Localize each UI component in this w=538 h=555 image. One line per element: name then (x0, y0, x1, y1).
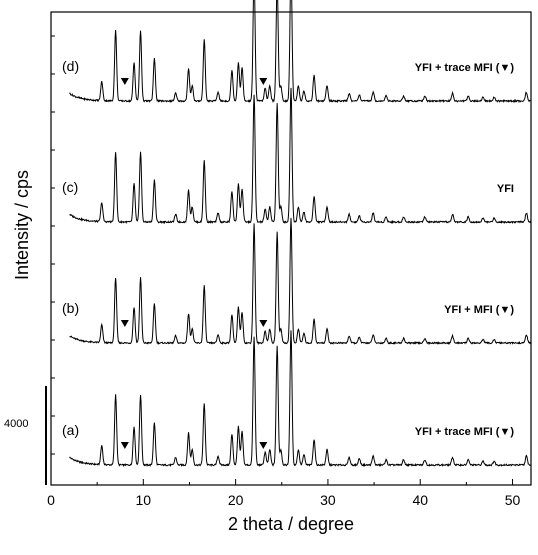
xrd-trace-d (69, 0, 532, 104)
panel-label-b: (b) (62, 300, 79, 316)
y-axis-label: Intensity / cps (12, 170, 32, 280)
x-tick-label: 50 (505, 492, 521, 508)
mfi-marker (259, 442, 268, 449)
phase-annotation-c: YFI (497, 183, 514, 195)
phase-annotation-b: YFI + MFI (▼) (444, 304, 514, 316)
x-tick-label: 10 (136, 492, 152, 508)
x-tick-label: 20 (228, 492, 244, 508)
scale-bar-label: 4000 (4, 418, 28, 430)
mfi-marker (259, 78, 268, 85)
traces-group: (a) YFI + trace MFI (▼) (b) YFI + MFI (▼) (c… (62, 0, 532, 468)
x-tick-label: 0 (47, 492, 55, 508)
mfi-marker (120, 442, 129, 449)
panel-label-a: (a) (62, 422, 79, 438)
phase-annotation-a: YFI + trace MFI (▼) (415, 426, 515, 438)
x-tick-label: 30 (320, 492, 336, 508)
xrd-trace-a (69, 330, 532, 468)
xrd-trace-c (69, 87, 532, 225)
panel-label-c: (c) (62, 179, 78, 195)
mfi-marker (120, 78, 129, 85)
panel-label-d: (d) (62, 58, 79, 74)
mfi-marker (120, 320, 129, 327)
xrd-trace-b (69, 217, 532, 346)
x-axis-label: 2 theta / degree (228, 514, 354, 534)
x-ticks-group: 0 10 20 30 40 50 (47, 479, 521, 508)
x-tick-label: 40 (412, 492, 428, 508)
phase-annotation-d: YFI + trace MFI (▼) (415, 62, 515, 74)
y-ticks-group (51, 35, 55, 455)
plot-frame (50, 11, 532, 486)
mfi-marker (259, 320, 268, 327)
